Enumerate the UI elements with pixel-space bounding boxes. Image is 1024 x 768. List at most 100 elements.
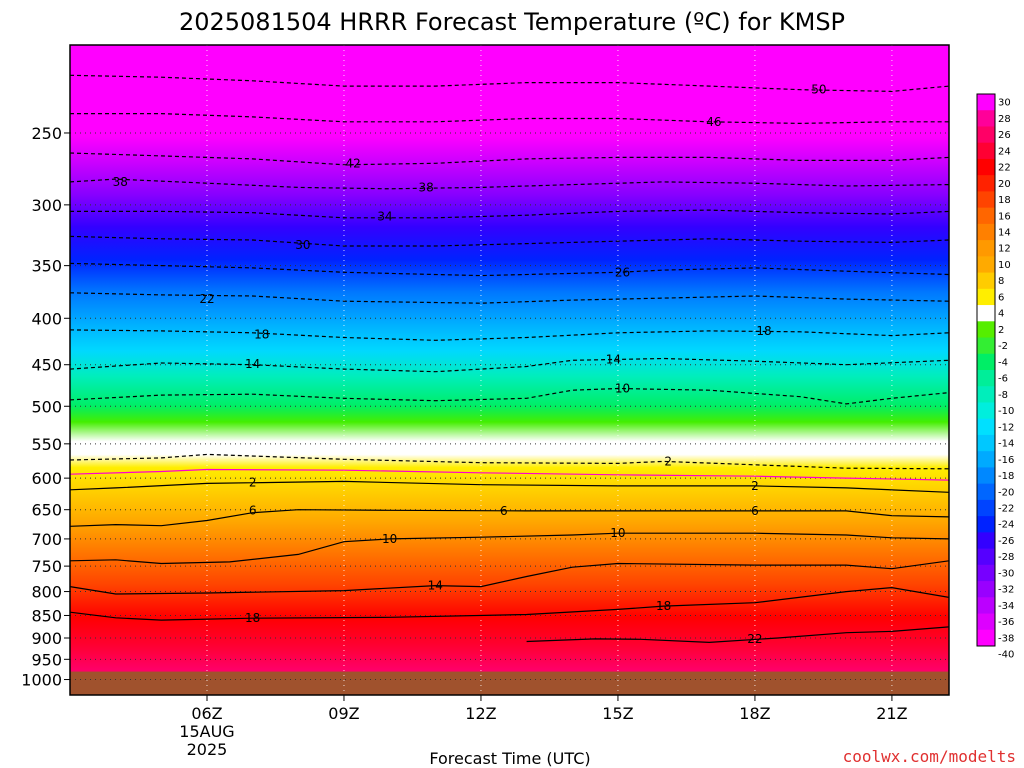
contour-label: 10: [382, 532, 397, 546]
contour-label: 2: [751, 479, 759, 493]
contour-label: 2: [249, 476, 257, 490]
colorbar-swatch: [977, 613, 995, 631]
contour-label: 46: [706, 115, 721, 129]
x-tick-label: 18Z: [739, 704, 770, 723]
colorbar-label: 14: [998, 228, 1011, 239]
colorbar-label: -30: [998, 568, 1014, 579]
colorbar-label: -18: [998, 471, 1014, 482]
isotherm-line: [70, 209, 949, 219]
ground-below-surface: [70, 671, 949, 695]
colorbar-swatch: [977, 516, 995, 533]
colorbar-label: 26: [998, 130, 1011, 141]
colorbar-label: -28: [998, 552, 1014, 563]
colorbar-label: 28: [998, 114, 1011, 125]
y-tick-label: 800: [31, 583, 62, 602]
colorbar-swatch: [977, 110, 995, 127]
isotherm-line: [70, 74, 949, 93]
colorbar-swatch: [977, 353, 995, 371]
plot-frame: [69, 44, 950, 696]
colorbar-swatch: [977, 467, 995, 485]
x-tick-label: 06Z: [191, 704, 222, 723]
colorbar-label: -4: [998, 357, 1008, 368]
colorbar-swatch: [977, 418, 995, 436]
x-tick-label: 09Z: [328, 704, 359, 723]
y-tick-label: 500: [31, 397, 62, 416]
isotherm-line: [70, 178, 949, 190]
colorbar-swatch: [977, 548, 995, 566]
colorbar-label: 24: [998, 146, 1011, 157]
contour-label: 22: [199, 292, 214, 306]
contour-label: 10: [615, 382, 630, 396]
contour-label: 14: [606, 352, 621, 366]
contour-label: 14: [428, 579, 443, 593]
y-tick-label: 450: [31, 356, 62, 375]
contour-label: 6: [500, 504, 508, 518]
y-tick-label: 750: [31, 557, 62, 576]
y-tick-label: 900: [31, 629, 62, 648]
isotherm-line: [70, 112, 949, 125]
isotherm-lines: [70, 74, 949, 644]
colorbar-swatch: [977, 158, 995, 176]
colorbar-swatch: [977, 288, 995, 306]
colorbar-swatch: [977, 256, 995, 274]
colorbar-swatch: [977, 207, 995, 225]
colorbar-label: -20: [998, 487, 1014, 498]
x-tick-label: 12Z: [465, 704, 496, 723]
colorbar-label: -14: [998, 439, 1014, 450]
isotherm-line: [526, 626, 949, 644]
y-tick-label: 700: [31, 530, 62, 549]
isotherm-line: [70, 329, 949, 341]
colorbar-label: -8: [998, 390, 1008, 401]
colorbar-label: 16: [998, 211, 1011, 222]
colorbar-swatch: [977, 305, 995, 322]
colorbar-swatch: [977, 386, 995, 403]
temperature-field: [70, 45, 949, 695]
colorbar-label: -16: [998, 455, 1014, 466]
colorbar-label: 6: [998, 292, 1004, 303]
y-tick-label: 350: [31, 257, 62, 276]
colorbar-swatch: [977, 191, 995, 209]
colorbar-swatch: [977, 532, 995, 550]
gridlines: [70, 45, 949, 695]
credit-text: coolwx.com/modelts: [843, 747, 1016, 766]
colorbar-swatch: [977, 451, 995, 468]
isotherm-line: [70, 357, 949, 373]
y-tick-label: 850: [31, 606, 62, 625]
colorbar-label: 22: [998, 163, 1011, 174]
contour-label: 18: [756, 324, 771, 338]
colorbar-swatch: [977, 321, 995, 339]
colorbar-swatch: [977, 337, 995, 355]
colorbar-label: -22: [998, 504, 1014, 515]
isotherm-line: [70, 586, 949, 621]
contour-label: 38: [113, 175, 128, 189]
contour-label: 26: [615, 265, 630, 279]
colorbar-swatch: [977, 629, 995, 647]
colorbar-label: 10: [998, 260, 1011, 271]
colorbar-swatch: [977, 175, 995, 192]
colorbar-label: -10: [998, 406, 1014, 417]
colorbar-label: 12: [998, 244, 1011, 255]
x-tick-sublabel: 2025: [187, 740, 228, 759]
colorbar-label: 8: [998, 276, 1004, 287]
colorbar-swatch: [977, 94, 995, 111]
x-tick-label: 15Z: [602, 704, 633, 723]
colorbar-label: 4: [998, 309, 1004, 320]
colorbar-swatch: [977, 402, 995, 420]
contour-label: 6: [249, 503, 257, 517]
chart-title: 2025081504 HRRR Forecast Temperature (ºC…: [179, 8, 845, 36]
contour-label: 34: [377, 210, 392, 224]
colorbar-label: -38: [998, 633, 1014, 644]
colorbar: 30 28 26 24 22 20 18 16 14 12 10 8 6 4 2 -2 -4 -6 -8 -10 -12…: [976, 93, 1014, 661]
isotherm-line: [70, 453, 949, 470]
colorbar-swatch: [977, 126, 995, 144]
colorbar-swatch: [977, 483, 995, 501]
y-tick-label: 950: [31, 650, 62, 669]
y-tick-label: 250: [31, 124, 62, 143]
y-tick-label: 1000: [21, 671, 62, 690]
colorbar-label: -34: [998, 601, 1014, 612]
colorbar-swatch: [977, 223, 995, 241]
y-axis-pressure: 250 300 350 400 450 500 550 600 650 700 750 800 850 9…: [21, 124, 70, 690]
colorbar-swatch: [977, 597, 995, 615]
